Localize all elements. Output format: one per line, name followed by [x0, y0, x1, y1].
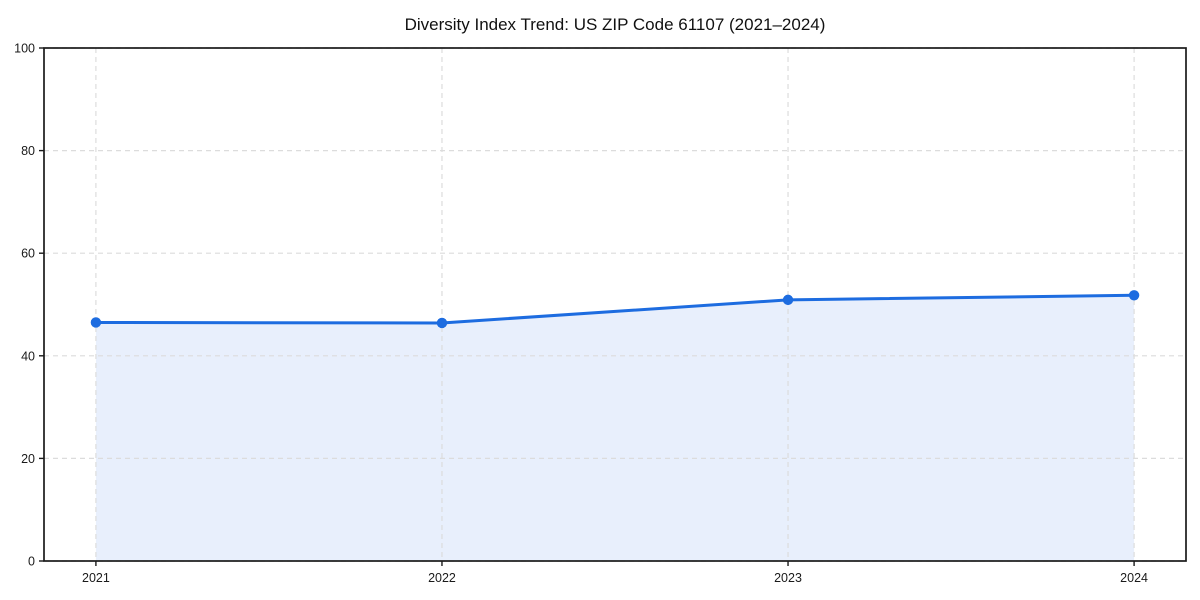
area-fill-layer: [95, 295, 1135, 561]
x-tick-label: 2021: [82, 571, 110, 585]
x-tick-label: 2022: [428, 571, 456, 585]
x-tick-label: 2023: [774, 571, 802, 585]
data-point-2023: [782, 294, 794, 306]
area-fill: [95, 295, 1135, 561]
y-tick-label: 0: [28, 555, 35, 569]
axes-layer: [39, 47, 1187, 566]
y-tick-label: 100: [14, 42, 35, 56]
y-tick-label: 80: [21, 144, 35, 158]
data-point-2021: [90, 317, 102, 328]
y-tick-label: 60: [21, 247, 35, 261]
chart-title: Diversity Index Trend: US ZIP Code 61107…: [405, 15, 826, 34]
x-tick-label: 2024: [1120, 571, 1148, 585]
y-tick-label: 20: [21, 452, 35, 466]
data-point-2024: [1128, 290, 1140, 301]
plot-box: [43, 47, 1187, 562]
data-point-2022: [436, 317, 448, 329]
trend-line: [94, 293, 1136, 325]
tick-labels-layer: 0 20 40 60 80 100 2021 2022 2023 2024: [14, 42, 1148, 586]
series-layer: [90, 290, 1140, 329]
y-tick-label: 40: [21, 349, 35, 363]
